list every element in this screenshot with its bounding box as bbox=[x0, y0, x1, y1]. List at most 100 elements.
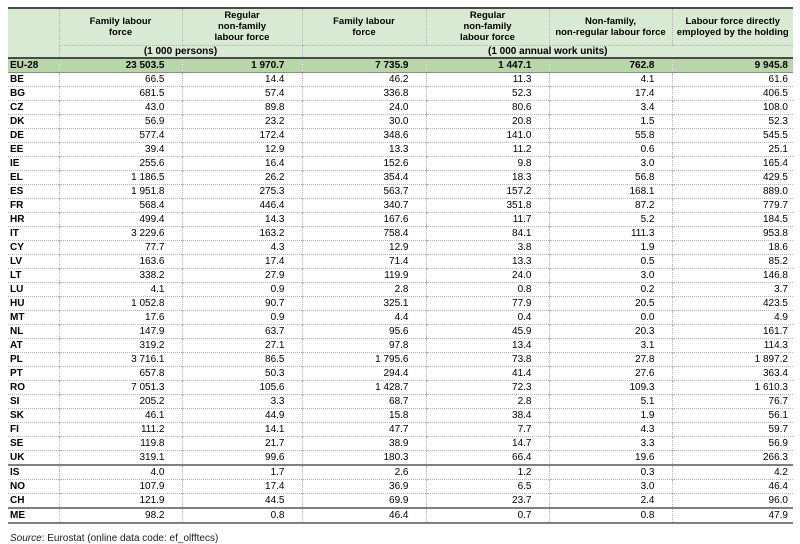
value-cell: 14.3 bbox=[181, 212, 302, 227]
value-cell: 1.9 bbox=[548, 240, 672, 255]
value-cell: 340.7 bbox=[301, 198, 426, 213]
value-cell: 96.0 bbox=[671, 493, 793, 509]
country-code: ME bbox=[8, 507, 59, 524]
value-cell: 23.2 bbox=[181, 114, 302, 129]
value-cell: 255.6 bbox=[58, 156, 182, 171]
table-row: EL 1 186.5 26.2 354.4 18.3 56.8 429.5 bbox=[8, 170, 793, 185]
value-cell: 18.6 bbox=[671, 240, 793, 255]
value-cell: 157.2 bbox=[425, 184, 549, 199]
value-cell: 423.5 bbox=[671, 296, 793, 311]
value-cell: 85.2 bbox=[671, 254, 793, 269]
table-row: LV 163.6 17.4 71.4 13.3 0.5 85.2 bbox=[8, 254, 793, 269]
table-row: ME 98.2 0.8 46.4 0.7 0.8 47.9 bbox=[8, 507, 793, 524]
value-cell: 46.4 bbox=[301, 507, 426, 524]
value-cell: 3.0 bbox=[548, 156, 672, 171]
value-cell: 0.9 bbox=[181, 282, 302, 297]
country-code: EL bbox=[8, 170, 59, 185]
value-cell: 1.9 bbox=[548, 408, 672, 423]
value-cell: 758.4 bbox=[301, 226, 426, 241]
value-cell: 11.2 bbox=[425, 142, 549, 157]
value-cell: 9.8 bbox=[425, 156, 549, 171]
country-code: AT bbox=[8, 338, 59, 353]
value-cell: 14.7 bbox=[425, 436, 549, 451]
value-cell: 44.5 bbox=[181, 493, 302, 509]
country-code: IE bbox=[8, 156, 59, 171]
value-cell: 0.0 bbox=[548, 310, 672, 325]
column-header-family-awu: Family labour force bbox=[301, 8, 426, 46]
value-cell: 0.9 bbox=[181, 310, 302, 325]
value-cell: 2.4 bbox=[548, 493, 672, 509]
value-cell: 77.9 bbox=[425, 296, 549, 311]
value-cell: 3.0 bbox=[548, 479, 672, 494]
value-cell: 52.3 bbox=[425, 86, 549, 101]
value-cell: 953.8 bbox=[671, 226, 793, 241]
table-body: EU-28 23 503.5 1 970.7 7 735.9 1 447.1 762.8 9… bbox=[8, 57, 793, 524]
value-cell: 4.3 bbox=[548, 422, 672, 437]
table-row: NL 147.9 63.7 95.6 45.9 20.3 161.7 bbox=[8, 324, 793, 339]
value-cell: 0.5 bbox=[548, 254, 672, 269]
value-cell: 50.3 bbox=[181, 366, 302, 381]
value-cell: 1 951.8 bbox=[58, 184, 182, 199]
value-cell: 0.8 bbox=[181, 507, 302, 524]
value-cell: 354.4 bbox=[301, 170, 426, 185]
table-row: FI 111.2 14.1 47.7 7.7 4.3 59.7 bbox=[8, 422, 793, 437]
value-cell: 1 052.8 bbox=[58, 296, 182, 311]
value-cell: 165.4 bbox=[671, 156, 793, 171]
table-row: EU-28 23 503.5 1 970.7 7 735.9 1 447.1 762.8 9… bbox=[8, 57, 793, 73]
value-cell: 3.3 bbox=[181, 394, 302, 409]
value-cell: 68.7 bbox=[301, 394, 426, 409]
value-cell: 47.7 bbox=[301, 422, 426, 437]
country-code: LT bbox=[8, 268, 59, 283]
value-cell: 109.3 bbox=[548, 380, 672, 395]
value-cell: 275.3 bbox=[181, 184, 302, 199]
value-cell: 0.8 bbox=[425, 282, 549, 297]
table-row: IT 3 229.6 163.2 758.4 84.1 111.3 953.8 bbox=[8, 226, 793, 241]
value-cell: 20.5 bbox=[548, 296, 672, 311]
table-row: PT 657.8 50.3 294.4 41.4 27.6 363.4 bbox=[8, 366, 793, 381]
value-cell: 11.7 bbox=[425, 212, 549, 227]
value-cell: 4.2 bbox=[671, 464, 793, 480]
table-row: BE 66.5 14.4 46.2 11.3 4.1 61.6 bbox=[8, 72, 793, 87]
value-cell: 7 051.3 bbox=[58, 380, 182, 395]
value-cell: 13.3 bbox=[425, 254, 549, 269]
corner-cell bbox=[8, 8, 60, 59]
value-cell: 26.2 bbox=[181, 170, 302, 185]
value-cell: 1 447.1 bbox=[425, 57, 549, 73]
table-row: SK 46.1 44.9 15.8 38.4 1.9 56.1 bbox=[8, 408, 793, 423]
value-cell: 39.4 bbox=[58, 142, 182, 157]
value-cell: 146.8 bbox=[671, 268, 793, 283]
value-cell: 889.0 bbox=[671, 184, 793, 199]
value-cell: 13.4 bbox=[425, 338, 549, 353]
country-code: SI bbox=[8, 394, 59, 409]
value-cell: 7 735.9 bbox=[301, 57, 426, 73]
value-cell: 3.1 bbox=[548, 338, 672, 353]
value-cell: 114.3 bbox=[671, 338, 793, 353]
value-cell: 6.5 bbox=[425, 479, 549, 494]
column-header-nonfamily-nonregular: Non-family, non-regular labour force bbox=[548, 8, 672, 46]
source-note: Source: Eurostat (online data code: ef_o… bbox=[10, 533, 793, 544]
value-cell: 0.6 bbox=[548, 142, 672, 157]
value-cell: 779.7 bbox=[671, 198, 793, 213]
value-cell: 3.4 bbox=[548, 100, 672, 115]
value-cell: 61.6 bbox=[671, 72, 793, 87]
value-cell: 1.5 bbox=[548, 114, 672, 129]
value-cell: 95.6 bbox=[301, 324, 426, 339]
value-cell: 57.4 bbox=[181, 86, 302, 101]
value-cell: 4.3 bbox=[181, 240, 302, 255]
value-cell: 76.7 bbox=[671, 394, 793, 409]
value-cell: 66.4 bbox=[425, 450, 549, 466]
value-cell: 55.8 bbox=[548, 128, 672, 143]
value-cell: 111.2 bbox=[58, 422, 182, 437]
country-code: LU bbox=[8, 282, 59, 297]
value-cell: 446.4 bbox=[181, 198, 302, 213]
unit-awu-label: (1 000 annual work units) bbox=[301, 45, 793, 59]
value-cell: 27.6 bbox=[548, 366, 672, 381]
value-cell: 20.3 bbox=[548, 324, 672, 339]
value-cell: 2.8 bbox=[425, 394, 549, 409]
table-row: HU 1 052.8 90.7 325.1 77.9 20.5 423.5 bbox=[8, 296, 793, 311]
country-code: ES bbox=[8, 184, 59, 199]
value-cell: 27.8 bbox=[548, 352, 672, 367]
country-code: DE bbox=[8, 128, 59, 143]
value-cell: 17.4 bbox=[181, 479, 302, 494]
value-cell: 4.0 bbox=[58, 464, 182, 480]
